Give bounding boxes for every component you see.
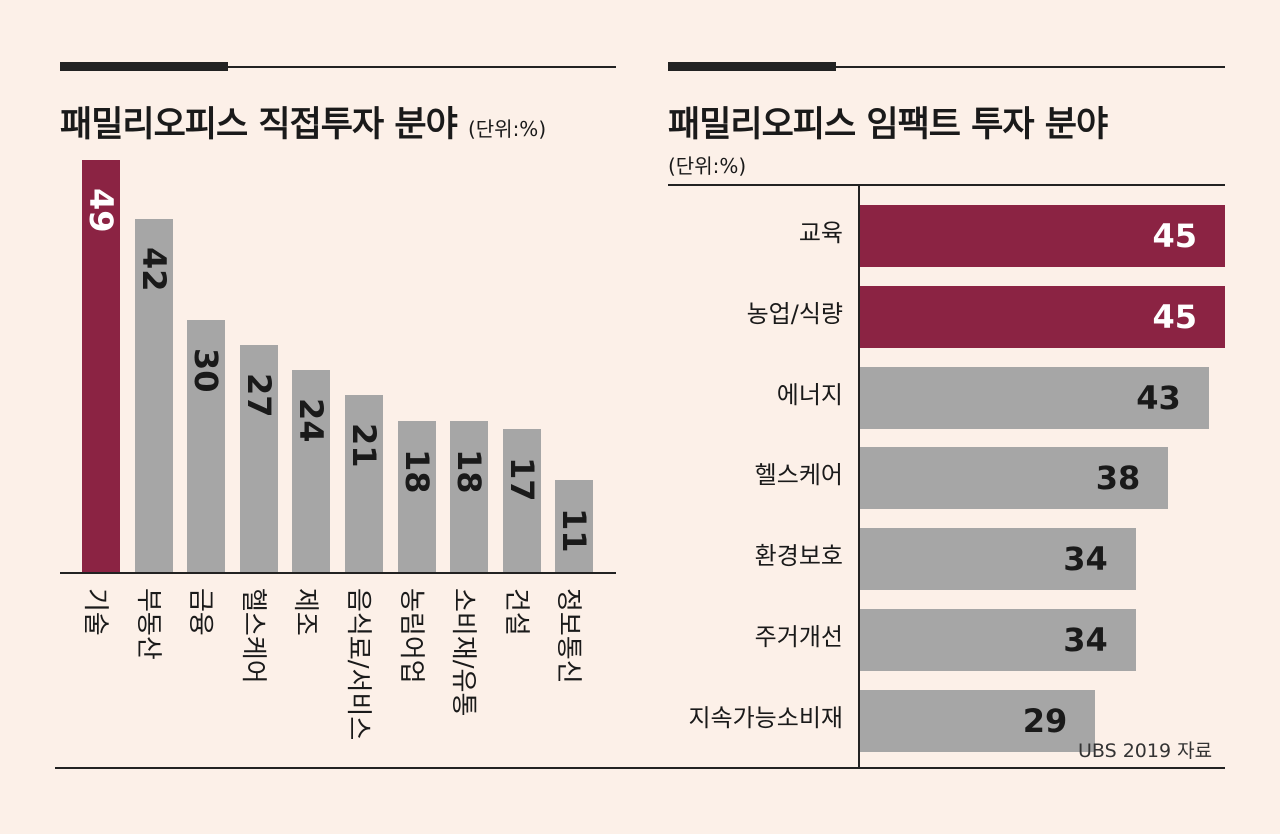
category-label: 금융 — [185, 588, 216, 636]
bar — [860, 689, 1096, 752]
left-title-rule — [60, 66, 616, 68]
category-label: 소비재/유통 — [448, 588, 479, 717]
bar — [397, 420, 436, 572]
left-unit: (단위:%) — [467, 117, 547, 141]
left-chart-title: 패밀리오피스 직접투자 분야 (단위:%) — [60, 96, 546, 147]
category-label: 농림어업 — [395, 588, 426, 684]
bar-value-label: 38 — [1095, 459, 1141, 498]
bar — [292, 370, 331, 572]
bar — [555, 479, 594, 572]
bar — [860, 528, 1136, 591]
bottom-rule — [55, 767, 1225, 769]
bar-value-label: 11 — [555, 507, 594, 553]
bar-value-label: 43 — [1136, 378, 1181, 417]
bar-value-label: 24 — [292, 398, 331, 443]
bar-value-label: 17 — [502, 457, 541, 502]
category-label: 에너지 — [776, 380, 843, 409]
bar-value-label: 34 — [1063, 621, 1108, 659]
bar-value-label: 29 — [1022, 701, 1068, 740]
bar — [239, 344, 278, 572]
category-label: 교육 — [798, 219, 843, 247]
bar — [860, 285, 1225, 348]
bar — [860, 609, 1136, 671]
bar — [502, 429, 541, 572]
bar-value-label: 27 — [239, 372, 278, 418]
left-title-text: 패밀리오피스 직접투자 분야 — [60, 105, 458, 145]
source-note: UBS 2019 자료 — [1078, 740, 1213, 762]
category-label: 주거개선 — [754, 623, 843, 651]
bar-value-label: 34 — [1063, 540, 1108, 579]
bar-value-label: 21 — [345, 423, 383, 468]
category-label: 환경보호 — [754, 542, 843, 571]
bar — [450, 420, 489, 572]
bar-value-label: 18 — [397, 448, 436, 494]
category-label: 헬스케어 — [754, 461, 843, 490]
category-label: 부동산 — [132, 588, 163, 660]
bar-value-label: 30 — [187, 347, 226, 393]
left-baseline — [60, 572, 616, 574]
bar — [134, 218, 173, 572]
bar — [345, 395, 383, 572]
bar — [82, 160, 120, 572]
category-label: 건설 — [500, 588, 531, 636]
category-label: 기술 — [80, 588, 110, 636]
right-unit: (단위:%) — [668, 154, 747, 178]
category-label: 정보통신 — [553, 588, 584, 684]
bar — [187, 319, 226, 572]
right-header-rule — [668, 184, 1225, 186]
bar — [860, 366, 1209, 429]
category-label: 헬스케어 — [237, 588, 268, 684]
bar-value-label: 45 — [1152, 297, 1197, 336]
bar-value-label: 42 — [134, 246, 173, 292]
category-label: 음식료/서비스 — [343, 588, 373, 741]
bar-value-label: 49 — [82, 188, 120, 233]
bar — [860, 447, 1169, 510]
category-label: 지속가능소비재 — [688, 703, 843, 732]
right-chart-title: 패밀리오피스 임팩트 투자 분야 — [668, 105, 1108, 145]
category-label: 제조 — [290, 588, 321, 636]
category-label: 농업/식량 — [746, 299, 843, 328]
bar-value-label: 45 — [1152, 217, 1197, 255]
bar-value-label: 18 — [450, 448, 489, 494]
right-axis-line — [858, 184, 860, 768]
right-title-rule — [668, 66, 1225, 68]
bar — [860, 205, 1225, 267]
